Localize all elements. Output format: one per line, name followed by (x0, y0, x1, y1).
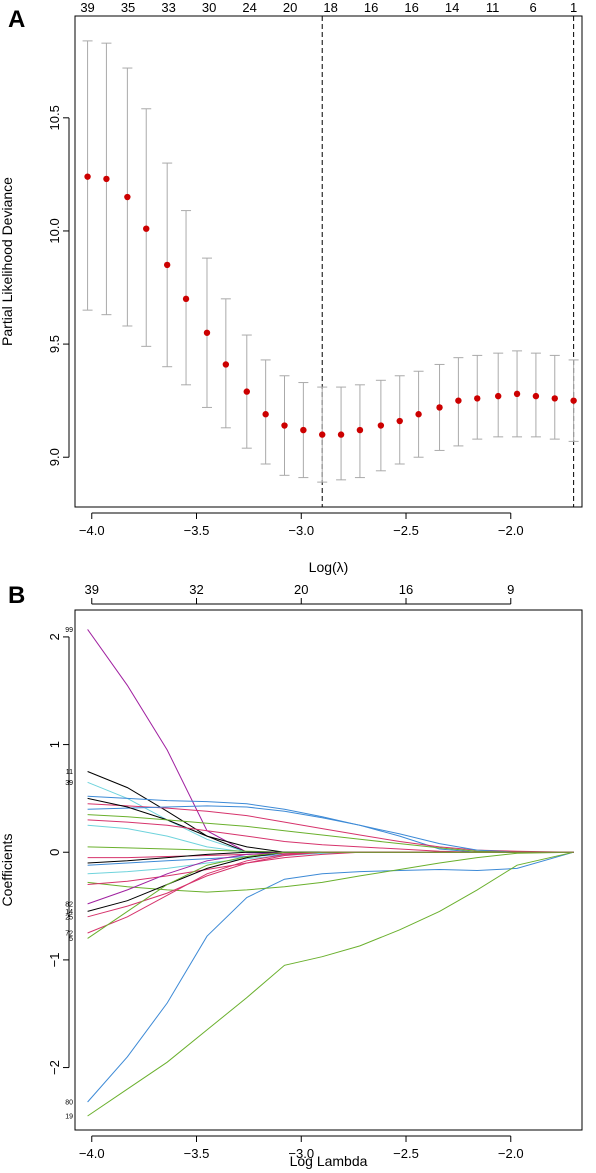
a-data-point (356, 426, 364, 434)
a-data-point (474, 395, 481, 402)
a-plot-frame (74, 15, 583, 508)
a-y-axis-title: Partial Likelihood Deviance (0, 177, 15, 346)
b-y-tick-label: −2 (47, 1060, 62, 1075)
a-data-point (203, 329, 211, 336)
a-y-tick-label: 10.5 (47, 105, 62, 130)
b-coefficient-path (87, 851, 574, 934)
panel-b-coefficient-paths: B −4.0 −3.5 −3.0 −2.5 −2.0 Log Lambda −2 −1 0 1 2 C… (0, 582, 583, 1169)
a-top-axis-label: 6 (529, 0, 536, 15)
b-y-tick-label: 2 (47, 633, 62, 640)
b-variable-label: 80 (65, 1100, 73, 1107)
a-top-axis-label: 30 (202, 0, 216, 15)
b-x-tick-label: −3.5 (184, 1146, 210, 1161)
b-variable-label: 82 (65, 901, 73, 908)
a-data-point (124, 193, 131, 201)
a-data-point (182, 295, 190, 303)
a-data-point (281, 422, 288, 429)
a-data-point (570, 397, 577, 404)
b-coefficient-path (87, 851, 574, 1117)
b-coefficient-path (87, 851, 574, 1103)
a-data-point (222, 361, 230, 368)
b-variable-label: 14 (65, 909, 73, 916)
b-x-tick-label: −4.0 (79, 1146, 105, 1161)
a-x-tick-label: −3.5 (184, 523, 210, 538)
a-data-point (262, 411, 269, 418)
a-data-point (377, 422, 385, 429)
a-x-tick-label: −2.0 (498, 523, 524, 538)
a-top-axis-label: 35 (121, 0, 135, 15)
a-top-axis-label: 39 (80, 0, 94, 15)
b-coefficient-path (87, 797, 574, 853)
b-y-tick-label: −1 (47, 952, 62, 967)
a-y-tick-label: 10.0 (47, 218, 62, 243)
a-data-point (243, 388, 250, 395)
b-variable-label: 25 (65, 914, 73, 921)
b-coefficient-path (87, 851, 574, 918)
a-data-point (436, 404, 443, 411)
b-coefficient-path (87, 795, 574, 853)
b-coefficient-path (87, 814, 574, 853)
a-data-point (319, 431, 326, 438)
b-variable-label: 5 (69, 936, 73, 943)
a-y-tick-label: 9.0 (47, 448, 62, 466)
b-coefficient-path (87, 824, 574, 853)
a-x-tick-label: −2.5 (393, 523, 419, 538)
a-x-axis-title: Log(λ) (309, 559, 349, 575)
a-data-point (103, 175, 110, 183)
b-variable-label: 99 (65, 627, 73, 634)
panel-a-label: A (8, 6, 25, 33)
b-top-axis-label: 20 (294, 582, 308, 597)
b-x-axis-title: Log Lambda (290, 1153, 368, 1169)
a-data-point (163, 261, 171, 269)
a-data-point (396, 417, 403, 425)
b-y-tick-label: 0 (47, 849, 62, 856)
a-data-point (551, 395, 558, 402)
b-coefficient-path (87, 851, 574, 939)
b-x-tick-label: −2.0 (498, 1146, 524, 1161)
b-top-axis-label: 16 (399, 582, 413, 597)
b-top-axis-label: 9 (507, 582, 514, 597)
a-top-axis-label: 24 (242, 0, 256, 15)
a-data-point (513, 390, 521, 398)
a-top-axis-label: 16 (404, 0, 418, 15)
b-x-tick-label: −3.0 (288, 1146, 314, 1161)
b-coefficient-path (87, 805, 574, 853)
a-data-point (415, 411, 422, 418)
a-data-point (143, 225, 150, 232)
b-variable-label: 11 (66, 769, 73, 776)
a-data-point (455, 397, 462, 404)
a-data-point (300, 426, 307, 434)
a-top-axis-label: 33 (161, 0, 175, 15)
b-variable-label: 19 (65, 1114, 73, 1121)
b-coefficient-path (87, 851, 574, 905)
b-variable-label: 72 (65, 930, 73, 937)
a-x-tick-label: −4.0 (79, 523, 105, 538)
a-top-axis-label: 1 (570, 0, 577, 15)
a-top-axis-label: 18 (323, 0, 337, 15)
b-x-tick-label: −2.5 (393, 1146, 419, 1161)
a-data-point (532, 392, 540, 400)
a-top-axis-label: 14 (445, 0, 459, 15)
a-data-point (337, 431, 345, 438)
a-top-axis-label: 16 (364, 0, 378, 15)
a-data-point (84, 173, 91, 180)
a-top-axis-label: 20 (283, 0, 297, 15)
b-variable-label: 39 (65, 780, 73, 787)
panel-a-cv-deviance: A −4.0 −3.5 −3.0 −2.5 −2.0 Log(λ) 9.0 9.5 10.0 10… (0, 0, 583, 575)
b-y-tick-label: 1 (47, 741, 62, 748)
a-top-axis-label: 11 (486, 0, 500, 15)
panel-b-label: B (8, 582, 25, 609)
b-plot-frame (74, 609, 583, 1131)
a-data-point (494, 392, 502, 400)
a-y-tick-label: 9.5 (47, 335, 62, 353)
b-top-axis-label: 32 (189, 582, 203, 597)
b-coefficient-path (87, 851, 574, 893)
b-top-axis-label: 39 (85, 582, 99, 597)
b-coefficient-path (87, 771, 574, 853)
b-y-axis-title: Coefficients (0, 834, 15, 907)
a-x-tick-label: −3.0 (288, 523, 314, 538)
